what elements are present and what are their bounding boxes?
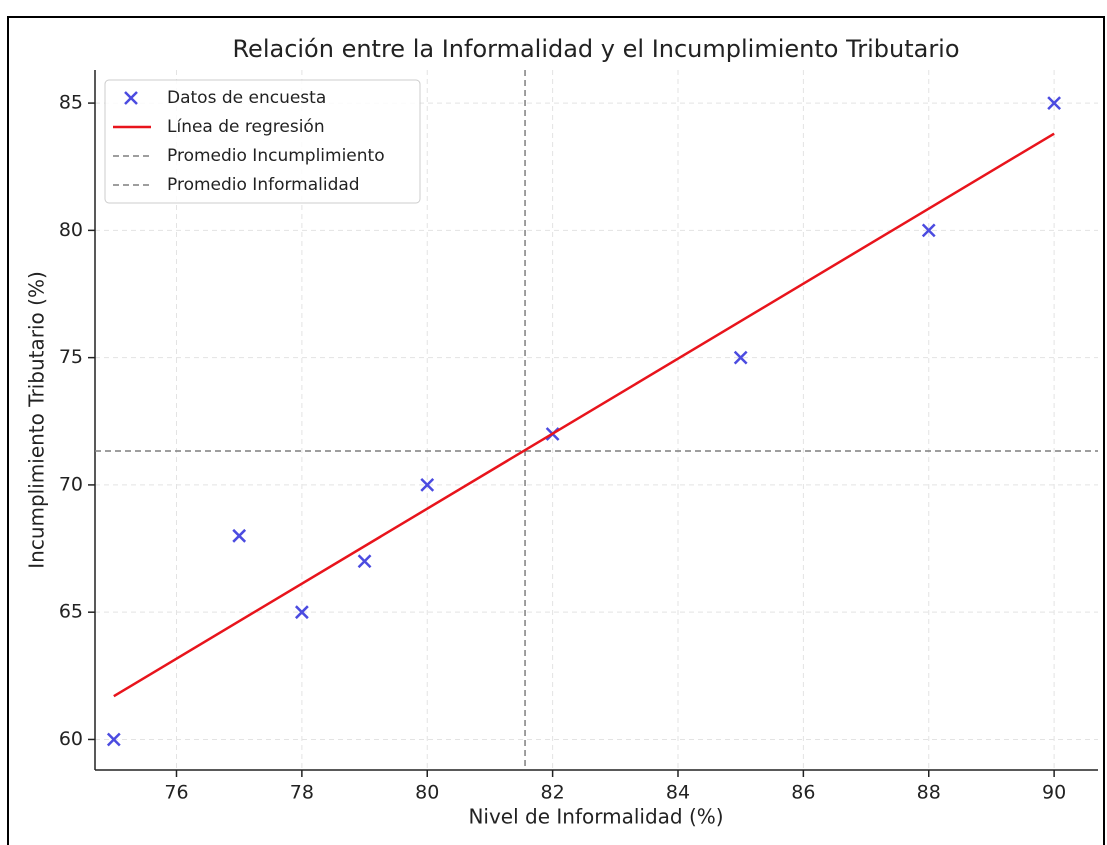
x-axis-label: Nivel de Informalidad (%)	[468, 805, 723, 829]
point	[294, 605, 309, 620]
point	[1047, 96, 1062, 110]
legend-box	[104, 79, 421, 204]
x-tick-label: 84	[666, 782, 690, 804]
legend-label: Línea de regresión	[167, 117, 325, 137]
x-tick-label: 88	[917, 782, 941, 804]
point	[921, 223, 936, 238]
y-axis-label: Incumplimiento Tributario (%)	[25, 271, 49, 569]
point	[420, 478, 435, 492]
legend-label: Promedio Informalidad	[167, 175, 360, 195]
x-tick-label: 82	[541, 782, 565, 804]
y-tick-label: 65	[59, 601, 83, 623]
y-tick-label: 75	[59, 346, 83, 368]
y-tick-label: 70	[59, 473, 83, 495]
point	[232, 528, 247, 543]
point	[106, 732, 121, 747]
chart-title: Relación entre la Informalidad y el Incu…	[232, 35, 959, 63]
legend-label: Promedio Incumplimiento	[167, 146, 385, 166]
legend-marker	[124, 91, 138, 105]
x-tick-label: 90	[1042, 782, 1066, 804]
x-tick-label: 76	[164, 782, 188, 804]
point	[357, 554, 372, 569]
point	[733, 350, 748, 365]
y-tick-label: 85	[59, 92, 83, 114]
frame	[7, 16, 1105, 845]
legend-label: Datos de encuesta	[167, 88, 326, 108]
y-tick-label: 60	[59, 728, 83, 750]
x-tick-label: 78	[290, 782, 314, 804]
x-tick-label: 80	[415, 782, 439, 804]
y-tick-label: 80	[59, 219, 83, 241]
x-tick-label: 86	[791, 782, 815, 804]
regression-line	[113, 132, 1055, 698]
